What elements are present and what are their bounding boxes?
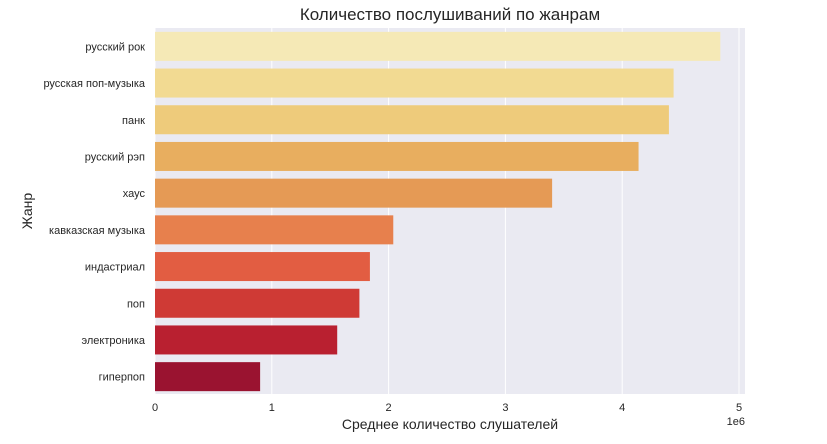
bar bbox=[155, 141, 639, 171]
y-tick-label: кавказская музыка bbox=[49, 225, 146, 237]
bar bbox=[155, 31, 721, 61]
x-scale-label: 1e6 bbox=[727, 416, 745, 428]
bar bbox=[155, 215, 394, 245]
bar bbox=[155, 68, 674, 98]
y-tick-label: поп bbox=[127, 298, 145, 310]
bar bbox=[155, 252, 370, 282]
y-tick-label: русская поп-музыка bbox=[43, 78, 145, 90]
bar bbox=[155, 288, 360, 318]
x-tick-label: 0 bbox=[152, 402, 158, 414]
x-tick-label: 3 bbox=[502, 402, 508, 414]
y-tick-label: хаус bbox=[123, 188, 146, 200]
x-tick-label: 4 bbox=[619, 402, 625, 414]
bar bbox=[155, 178, 553, 208]
x-tick-labels: 0 1 2 3 4 5 bbox=[152, 402, 742, 414]
bars bbox=[155, 31, 721, 392]
bar bbox=[155, 362, 261, 392]
x-tick-label: 5 bbox=[736, 402, 742, 414]
y-tick-label: русский рэп bbox=[85, 151, 145, 163]
y-tick-label: панк bbox=[122, 115, 145, 127]
bar bbox=[155, 325, 338, 355]
y-tick-label: электроника bbox=[81, 335, 145, 347]
x-tick-label: 1 bbox=[269, 402, 275, 414]
x-tick-label: 2 bbox=[386, 402, 392, 414]
x-axis-label: Среднее количество слушателей bbox=[342, 416, 558, 432]
y-axis-label: Жанр bbox=[19, 193, 35, 230]
y-tick-label: гиперпоп bbox=[99, 372, 145, 384]
bar bbox=[155, 105, 669, 135]
y-tick-label: русский рок bbox=[85, 41, 145, 53]
y-tick-label: индастриал bbox=[85, 262, 145, 274]
y-tick-labels: русский рок русская поп-музыка панк русский… bbox=[43, 41, 145, 383]
chart-title: Количество послушиваний по жанрам bbox=[300, 5, 600, 24]
